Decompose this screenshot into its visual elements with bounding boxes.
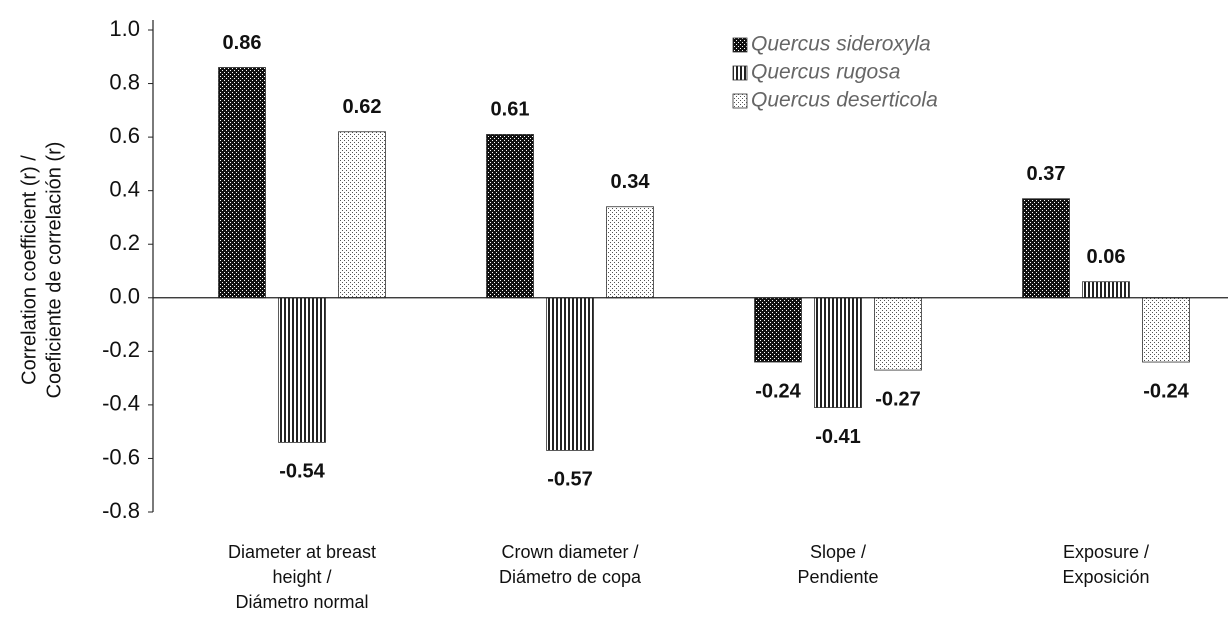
x-tick-label: Exposure / [1063,542,1149,562]
data-label: -0.24 [755,380,801,402]
bar [486,134,534,299]
y-tick-label: -0.6 [102,444,140,469]
bar [874,297,922,371]
y-axis-title: Correlation coefficient (r) / [18,155,40,385]
data-label: 0.62 [343,96,382,118]
data-label: 0.61 [491,99,530,121]
y-tick-label: 0.4 [109,176,140,201]
data-label: -0.54 [279,461,325,483]
x-tick-label: Slope / [810,542,866,562]
x-tick-label: Diámetro normal [235,592,368,612]
x-tick-label: Pendiente [797,567,878,587]
legend-label: Quercus deserticola [751,89,938,112]
x-tick-label: Crown diameter / [501,542,638,562]
bar [1022,198,1070,299]
bar [606,206,654,299]
bar [814,297,862,408]
y-tick-label: -0.2 [102,337,140,362]
data-label: 0.06 [1087,246,1126,268]
legend-swatch [732,65,748,81]
bar [278,297,326,443]
bar [546,297,594,451]
y-axis-title: Coeficiente de correlación (r) [43,142,65,399]
y-tick-label: 0.6 [109,123,140,148]
y-tick-label: -0.8 [102,498,140,523]
y-tick-label: -0.4 [102,391,140,416]
data-label: 0.34 [611,171,651,193]
data-label: -0.27 [875,388,921,410]
bar [1082,281,1130,299]
legend-swatch [732,93,748,109]
bar [338,131,386,299]
y-tick-label: 0.0 [109,284,140,309]
x-tick-label: Diámetro de copa [499,567,642,587]
legend-label: Quercus rugosa [751,61,900,84]
bar [1142,297,1190,363]
y-tick-label: 0.2 [109,230,140,255]
data-label: 0.86 [223,32,262,54]
legend-swatch [732,37,748,53]
x-tick-label: Diameter at breast [228,542,376,562]
bar [218,67,266,299]
data-label: -0.41 [815,426,861,448]
bar [754,297,802,363]
data-label: -0.24 [1143,380,1189,402]
data-label: -0.57 [547,469,593,491]
y-tick-label: 1.0 [109,16,140,41]
x-tick-label: height / [272,567,331,587]
y-tick-label: 0.8 [109,69,140,94]
legend-label: Quercus sideroxyla [751,33,931,56]
data-label: 0.37 [1027,163,1066,185]
x-tick-label: Exposición [1062,567,1149,587]
